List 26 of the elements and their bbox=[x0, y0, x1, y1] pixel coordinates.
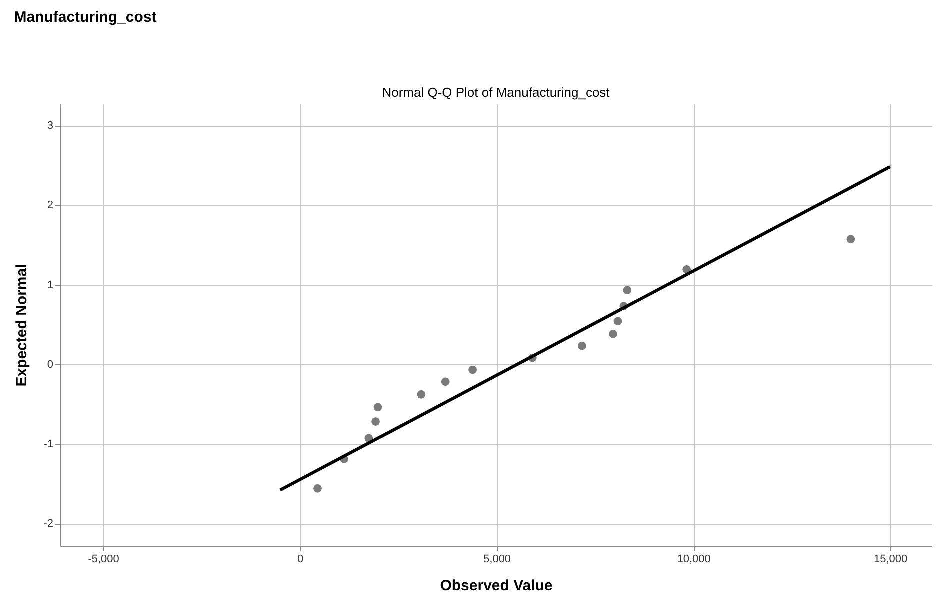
chart-subtitle: Normal Q-Q Plot of Manufacturing_cost bbox=[382, 85, 610, 100]
point bbox=[468, 366, 477, 374]
y-tick-label: -1 bbox=[44, 438, 54, 451]
x-tick-label: -5,000 bbox=[88, 554, 120, 566]
y-axis-title: Expected Normal bbox=[14, 264, 31, 387]
point bbox=[417, 390, 426, 399]
point bbox=[846, 235, 856, 244]
x-tick-label: 0 bbox=[297, 554, 304, 566]
x-tick-label: 15,000 bbox=[874, 554, 908, 566]
point bbox=[314, 484, 322, 493]
point bbox=[374, 403, 382, 412]
point bbox=[623, 286, 632, 295]
y-tick-label: -2 bbox=[44, 518, 54, 530]
x-tick-label: 10,000 bbox=[677, 554, 711, 566]
y-tick-label: 0 bbox=[47, 358, 54, 371]
point bbox=[441, 378, 450, 386]
x-axis-title: Observed Value bbox=[440, 578, 553, 594]
y-tick-label: 2 bbox=[47, 200, 54, 212]
chart-title: Manufacturing_cost bbox=[14, 9, 157, 26]
point bbox=[609, 330, 618, 338]
point bbox=[372, 418, 380, 426]
x-tick-label: 5,000 bbox=[484, 554, 512, 566]
y-tick-label: 3 bbox=[47, 120, 54, 132]
point bbox=[614, 317, 622, 326]
point bbox=[578, 342, 586, 350]
y-tick-label: 1 bbox=[47, 279, 54, 292]
